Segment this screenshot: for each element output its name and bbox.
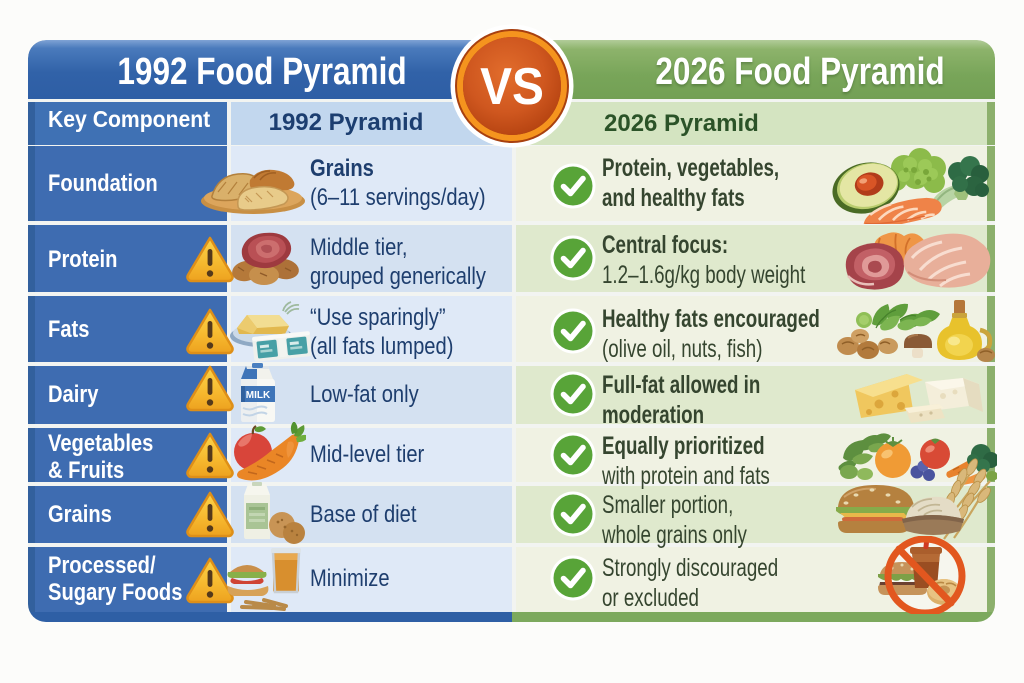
svg-text:MILK: MILK — [246, 390, 271, 401]
svg-text:VS: VS — [480, 57, 544, 115]
